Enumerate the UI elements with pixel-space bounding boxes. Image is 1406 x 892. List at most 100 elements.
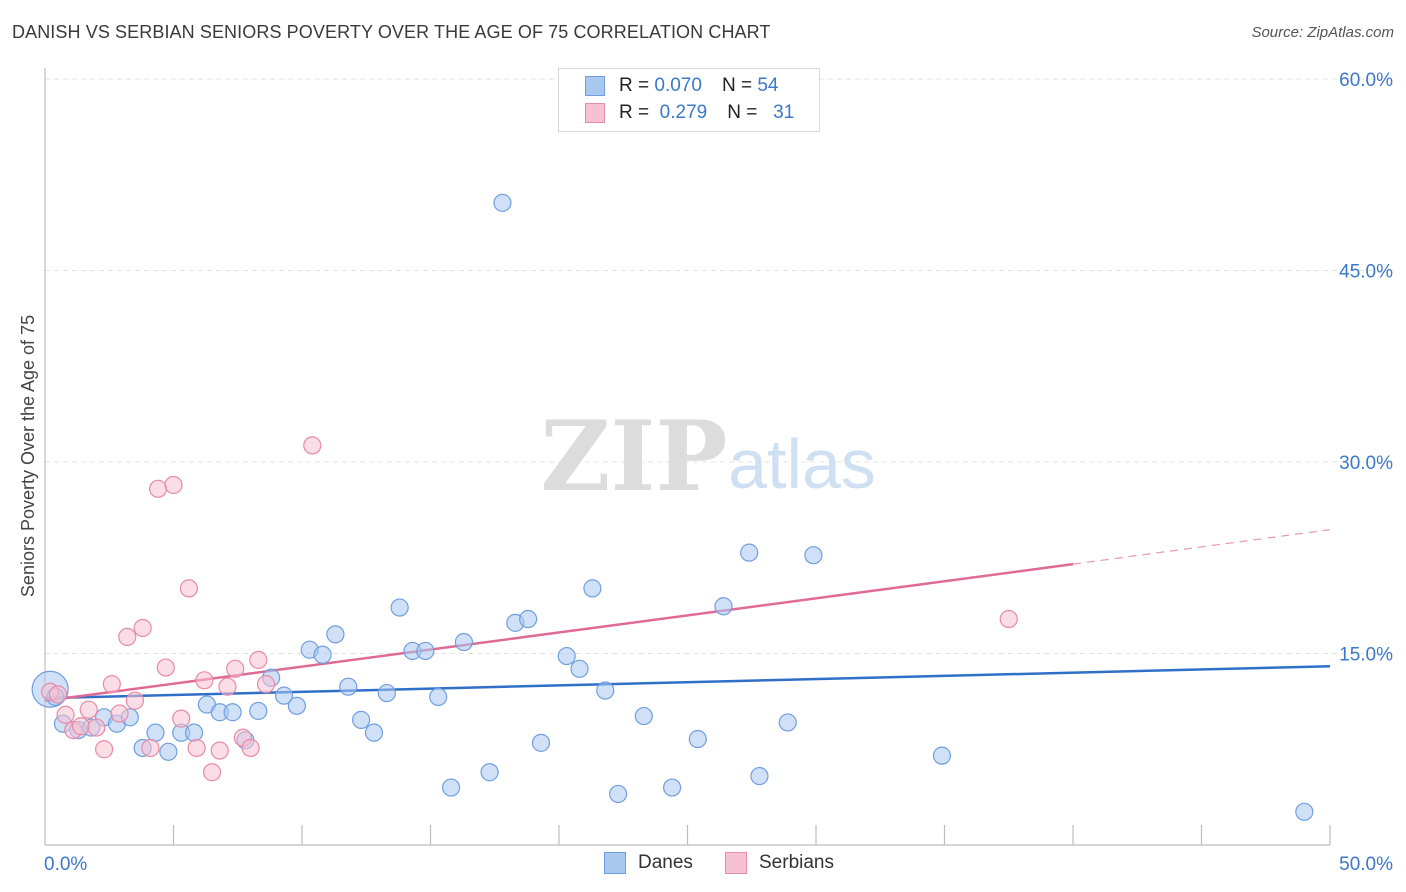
y-tick-label: 45.0% <box>1339 262 1393 283</box>
danes-point <box>519 609 538 629</box>
danes-point <box>570 659 589 678</box>
danes-point <box>364 723 384 742</box>
danes-point <box>714 597 733 616</box>
serbians-point <box>210 741 229 760</box>
y-tick-label: 60.0% <box>1339 70 1393 91</box>
legend-n-label: N = <box>727 102 758 123</box>
legend-n-label: N = <box>721 75 753 96</box>
x-tick-label: 0.0% <box>44 854 87 875</box>
serbians-point <box>202 763 222 782</box>
danes-point <box>557 646 576 666</box>
legend-item-serbians[interactable]: Serbians <box>725 852 834 874</box>
danes-point <box>531 733 551 752</box>
serbians-legend-swatch <box>725 852 747 874</box>
serbians-point <box>249 650 268 669</box>
danes-point <box>932 746 952 765</box>
serbians-point <box>110 704 129 723</box>
serbians-point <box>195 671 214 690</box>
legend-label-serbians: Serbians <box>759 852 834 873</box>
serbians-trend-line <box>44 562 1074 702</box>
serbians-swatch <box>585 103 605 123</box>
danes-point <box>634 706 653 726</box>
serbians-point <box>95 740 114 759</box>
danes-point <box>441 778 461 797</box>
danes-point <box>688 729 707 749</box>
legend-row-danes: R = 0.070 N = 54 <box>585 73 778 99</box>
watermark-atlas: atlas <box>728 425 876 503</box>
serbians-point <box>187 738 206 758</box>
danes-point <box>750 766 769 786</box>
serbians-point <box>148 479 168 498</box>
serbians-point <box>125 691 145 710</box>
y-axis-label: Seniors Poverty Over the Age of 75 <box>18 315 38 597</box>
serbians-point <box>48 685 67 704</box>
serbians-point <box>71 717 91 736</box>
danes-point <box>159 742 178 761</box>
legend-n-value: 54 <box>757 75 779 96</box>
legend-r-value: 0.070 <box>654 75 702 96</box>
danes-point <box>480 763 499 782</box>
danes-point <box>326 625 345 644</box>
serbians-point <box>156 658 175 677</box>
danes-point <box>416 641 435 661</box>
danes-point <box>804 546 823 565</box>
danes-point <box>274 686 294 705</box>
danes-point <box>429 687 448 707</box>
danes-legend-swatch <box>604 852 626 874</box>
serbians-point <box>87 718 106 737</box>
danes-point <box>377 683 396 703</box>
serbians-point <box>179 579 199 598</box>
serbians-point <box>226 659 245 678</box>
danes-point <box>596 681 615 700</box>
danes-point <box>287 696 306 715</box>
danes-point <box>778 713 797 732</box>
x-tick-label: 50.0% <box>1339 854 1393 875</box>
legend-r-label: R = <box>619 102 650 123</box>
danes-point <box>583 579 602 598</box>
legend-item-danes[interactable]: Danes <box>604 852 693 874</box>
stats-legend: R = 0.070 N = 54 R = 0.279 N = 31 <box>558 68 820 132</box>
danes-point <box>740 543 759 562</box>
legend-r-label: R = <box>619 75 650 96</box>
danes-point <box>454 632 474 652</box>
serbians-point <box>172 709 191 728</box>
serbians-point <box>164 475 183 495</box>
serbians-point <box>102 675 121 694</box>
danes-point <box>493 193 512 212</box>
serbians-point <box>999 609 1018 629</box>
danes-point <box>352 710 371 729</box>
y-tick-label: 15.0% <box>1339 645 1393 666</box>
legend-n-value: 31 <box>773 102 795 123</box>
danes-point <box>1295 802 1314 821</box>
danes-point <box>339 677 358 696</box>
serbians-point <box>56 705 75 724</box>
serbians-point <box>241 738 260 758</box>
danes-point <box>146 723 165 742</box>
legend-row-serbians: R = 0.279 N = 31 <box>585 100 794 126</box>
serbians-trend-extension <box>1072 529 1331 565</box>
y-tick-label: 30.0% <box>1339 453 1393 474</box>
serbians-point <box>256 675 276 694</box>
serbians-point <box>141 738 160 758</box>
danes-point <box>223 703 242 722</box>
danes-swatch <box>585 76 605 96</box>
danes-point <box>390 598 409 617</box>
danes-trend-line <box>44 665 1331 700</box>
serbians-point <box>118 627 137 647</box>
danes-point <box>249 701 268 721</box>
series-legend: Danes Serbians <box>0 852 1406 878</box>
serbians-point <box>79 700 98 719</box>
legend-r-value: 0.279 <box>659 102 708 123</box>
chart-title: DANISH VS SERBIAN SENIORS POVERTY OVER T… <box>12 22 771 42</box>
serbians-point <box>218 677 237 696</box>
danes-point <box>609 784 628 804</box>
danes-point <box>184 723 204 742</box>
danes-point <box>313 645 332 664</box>
serbians-point <box>133 618 152 638</box>
chart-source: Source: ZipAtlas.com <box>1251 24 1394 41</box>
danes-point <box>662 778 682 797</box>
serbians-point <box>303 436 322 455</box>
legend-label-danes: Danes <box>638 852 693 873</box>
watermark-zip: ZIP <box>540 400 727 513</box>
